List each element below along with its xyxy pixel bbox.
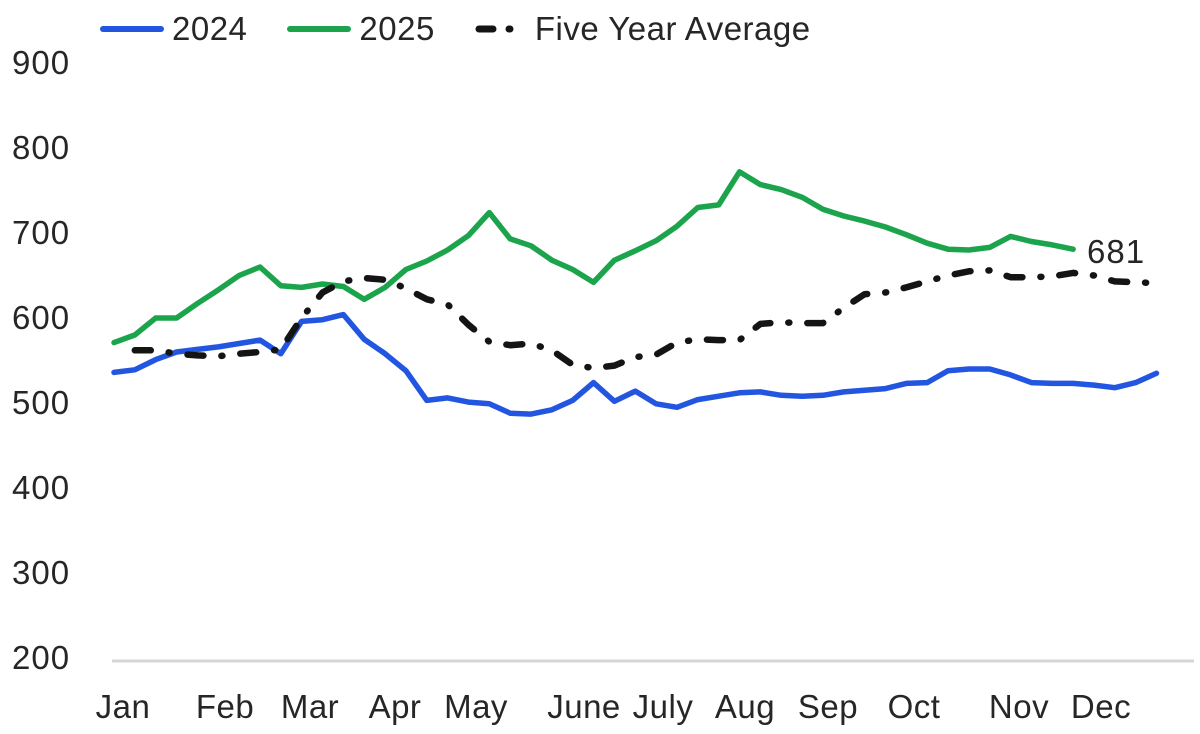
x-tick-label-dec: Dec: [1070, 688, 1132, 725]
x-tick-label-july: July: [632, 688, 694, 725]
y-tick-label-400: 400: [12, 469, 71, 506]
legend-label-five-year-average: Five Year Average: [534, 10, 811, 47]
legend-swatch-dash-dot-icon: [475, 25, 527, 33]
x-tick-label-nov: Nov: [988, 688, 1050, 725]
chart-legend: 2024 2025 Five Year Average: [100, 8, 811, 50]
y-tick-label-900: 900: [12, 44, 71, 81]
legend-item-five-year-average: Five Year Average: [475, 10, 811, 48]
x-tick-label-aug: Aug: [714, 688, 776, 725]
y-tick-label-300: 300: [12, 554, 71, 591]
series-line-2025: [111, 169, 1076, 346]
x-tick-label-may: May: [444, 688, 508, 725]
legend-label-2024: 2024: [172, 10, 248, 47]
x-tick-label-apr: Apr: [368, 688, 422, 725]
x-tick-label-jan: Jan: [95, 688, 151, 725]
x-tick-label-mar: Mar: [280, 688, 340, 725]
x-tick-label-june: June: [547, 688, 621, 725]
legend-swatch-2025-line-icon: [287, 26, 352, 32]
y-tick-label-200: 200: [12, 639, 71, 676]
series-line-2024: [111, 311, 1160, 417]
x-tick-label-oct: Oct: [887, 688, 941, 725]
y-tick-label-600: 600: [12, 299, 71, 336]
y-tick-label-700: 700: [12, 214, 71, 251]
legend-item-2024: 2024: [100, 10, 247, 48]
x-tick-label-sep: Sep: [797, 688, 859, 725]
x-tick-label-feb: Feb: [195, 688, 255, 725]
series-line-five-year-average: [131, 267, 1160, 372]
y-tick-label-500: 500: [12, 384, 71, 421]
end-value-label: 681: [1087, 233, 1146, 270]
legend-swatch-2024-line-icon: [100, 26, 164, 32]
y-tick-label-800: 800: [12, 129, 71, 166]
legend-label-2025: 2025: [359, 10, 435, 47]
legend-item-2025: 2025: [287, 10, 434, 48]
